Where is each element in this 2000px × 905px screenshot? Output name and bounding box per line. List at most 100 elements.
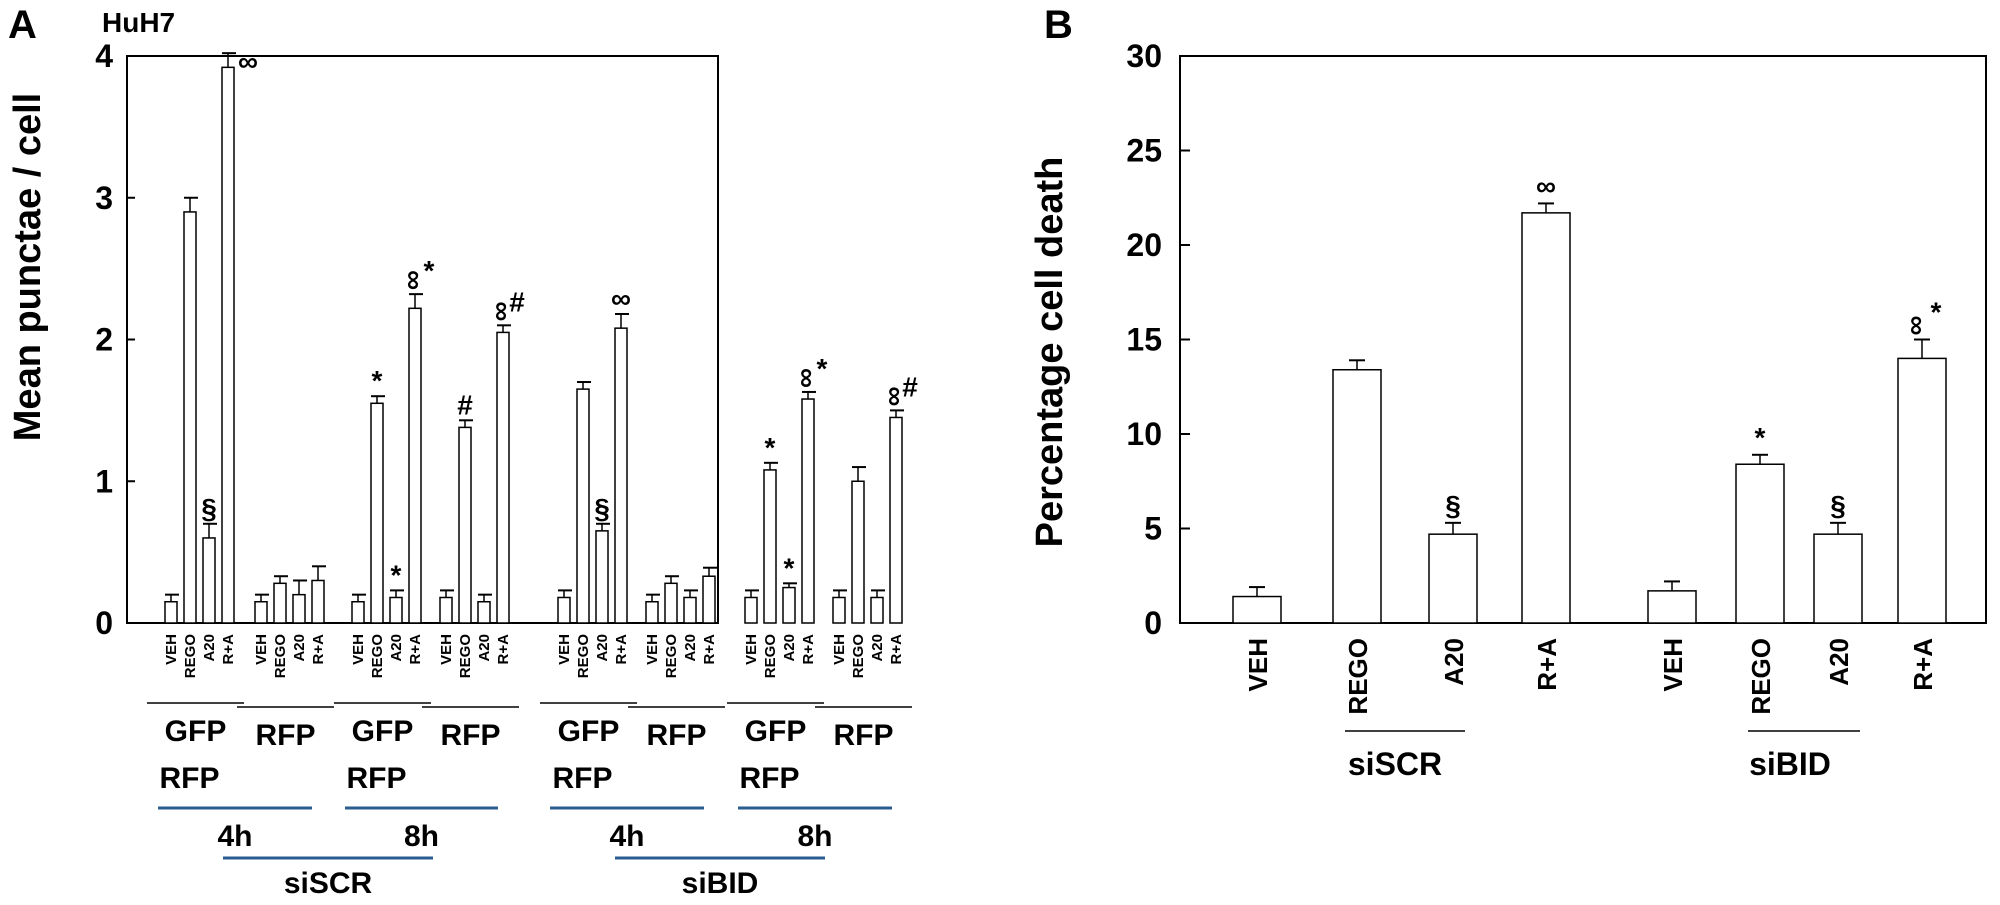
panel-a-bar-label: R+A <box>310 634 327 665</box>
panel-a-bar <box>595 530 609 624</box>
panel-a-significance-mark: § <box>594 493 610 524</box>
panel-a-bar-label: A20 <box>781 634 798 662</box>
panel-b-bar <box>1232 595 1282 624</box>
panel-a-bar <box>702 575 716 624</box>
panel-b-bar-label: A20 <box>1824 638 1854 686</box>
panel-a-y-tick-label: 0 <box>95 605 113 641</box>
panel-a-bar-label: A20 <box>201 634 218 662</box>
panel-a-bar-label: VEH <box>163 634 180 665</box>
panel-a-bar <box>870 596 884 624</box>
panel-a-bar-label: R+A <box>407 634 424 665</box>
panel-a-sirna-label: siSCR <box>284 867 373 900</box>
panel-a-significance-mark: ∞ <box>792 368 823 388</box>
panel-a-bar <box>202 537 216 624</box>
panel-a-bar <box>292 593 306 624</box>
panel-a-bar-label: REGO <box>762 634 779 679</box>
panel-a-bar-label: REGO <box>575 634 592 679</box>
panel-a-y-tick-label: 4 <box>95 38 113 74</box>
panel-a-bar <box>273 582 287 624</box>
panel-a-significance-mark: * <box>424 255 435 286</box>
panel-a-bar-label: REGO <box>272 634 289 679</box>
panel-a-bar-label: A20 <box>594 634 611 662</box>
panel-a-bar <box>851 480 865 624</box>
panel-a-time-label: 8h <box>797 820 832 853</box>
panel-a-marker-label: GFP <box>165 715 227 748</box>
panel-b-bar-label: REGO <box>1343 638 1373 715</box>
panel-b-significance-mark: § <box>1830 490 1846 521</box>
panel-a-bar <box>683 596 697 624</box>
panel-a-bar-label: A20 <box>682 634 699 662</box>
panel-a-bar <box>311 579 325 624</box>
panel-a-marker-label: RFP <box>256 719 316 752</box>
panel-a-significance-mark: ∞ <box>487 301 518 321</box>
panel-a-significance-mark: * <box>765 432 776 463</box>
panel-a-sirna-label: siBID <box>682 867 759 900</box>
panel-b-bar <box>1735 463 1785 624</box>
panel-a-bar-label: VEH <box>253 634 270 665</box>
panel-a-bar-label: REGO <box>663 634 680 679</box>
panel-b-y-tick-label: 25 <box>1126 133 1162 169</box>
panel-b-y-tick-label: 0 <box>1144 605 1162 641</box>
panel-a-bar <box>763 469 777 624</box>
panel-a-bar <box>801 398 815 624</box>
panel-a-bar <box>439 596 453 624</box>
panel-a-bar <box>389 596 403 624</box>
panel-b-bars: §∞*§∞* <box>1232 170 1947 624</box>
panel-a-bar <box>645 600 659 624</box>
panel-b-y-tick-label: 10 <box>1126 416 1162 452</box>
panel-b-group-label: siSCR <box>1348 746 1442 782</box>
panel-b-x-labels: VEH REGO A20 R+A VEH REGO A20 R+A siSCR siBID <box>1243 638 1938 782</box>
panel-a-bar-label: REGO <box>369 634 386 679</box>
panel-a-bar-label: A20 <box>869 634 886 662</box>
panel-a-marker-label: GFP <box>745 715 807 748</box>
panel-a-significance-mark: ∞ <box>611 283 631 314</box>
panel-b-bar <box>1428 533 1478 624</box>
panel-a-marker-label: GFP <box>558 715 620 748</box>
panel-a-bar-label: VEH <box>743 634 760 665</box>
panel-a-bar <box>370 402 384 624</box>
panel-b-bar-label: R+A <box>1532 638 1562 691</box>
panel-a-marker-label: RFP <box>441 719 501 752</box>
panel-a-bars: §∞**∞*#∞#§∞**∞*∞# <box>164 46 918 624</box>
panel-a-bar-label: VEH <box>831 634 848 665</box>
panel-a-significance-mark: ∞ <box>880 386 911 406</box>
panel-a-bar-label: R+A <box>495 634 512 665</box>
panel-b-bar-label: VEH <box>1658 638 1688 691</box>
panel-a-bar <box>221 66 235 624</box>
panel-a-bar <box>614 327 628 624</box>
panel-a-significance-mark: * <box>784 552 795 583</box>
panel-a-bar-label: VEH <box>644 634 661 665</box>
panel-a-y-ticks: 0 1 2 3 4 <box>95 38 135 641</box>
cell-line-label: HuH7 <box>102 7 175 38</box>
panel-b-bar <box>1521 212 1571 624</box>
panel-a-significance-mark: * <box>817 353 828 384</box>
panel-a-bar <box>664 582 678 624</box>
panel-a-marker-label: RFP <box>553 762 613 795</box>
panel-a-bar <box>408 307 422 624</box>
panel-a-bar-label: REGO <box>457 634 474 679</box>
panel-a-bar <box>351 600 365 624</box>
panel-b-significance-mark: * <box>1931 297 1942 328</box>
panel-b-bar <box>1897 357 1947 624</box>
panel-b-y-ticks: 0 5 10 15 20 25 30 <box>1126 38 1190 641</box>
panel-b-y-tick-label: 30 <box>1126 38 1162 74</box>
panel-a-bar <box>164 600 178 624</box>
panel-a-significance-mark: ∞ <box>238 46 258 77</box>
panel-b-bar-label: REGO <box>1746 638 1776 715</box>
panel-b-letter: B <box>1044 3 1073 47</box>
panel-a-significance-mark: § <box>201 493 217 524</box>
panel-b-y-axis-label: Percentage cell death <box>1029 157 1071 548</box>
panel-a-y-tick-label: 3 <box>95 180 113 216</box>
panel-a-bar-label: A20 <box>476 634 493 662</box>
panel-a-significance-mark: # <box>902 371 918 402</box>
panel-a-bar-label: VEH <box>438 634 455 665</box>
panel-a-marker-label: GFP <box>352 715 414 748</box>
panel-a-bar-label: VEH <box>350 634 367 665</box>
panel-a-bar-label: REGO <box>850 634 867 679</box>
panel-b-y-tick-label: 20 <box>1126 227 1162 263</box>
panel-a-y-tick-label: 1 <box>95 463 113 499</box>
